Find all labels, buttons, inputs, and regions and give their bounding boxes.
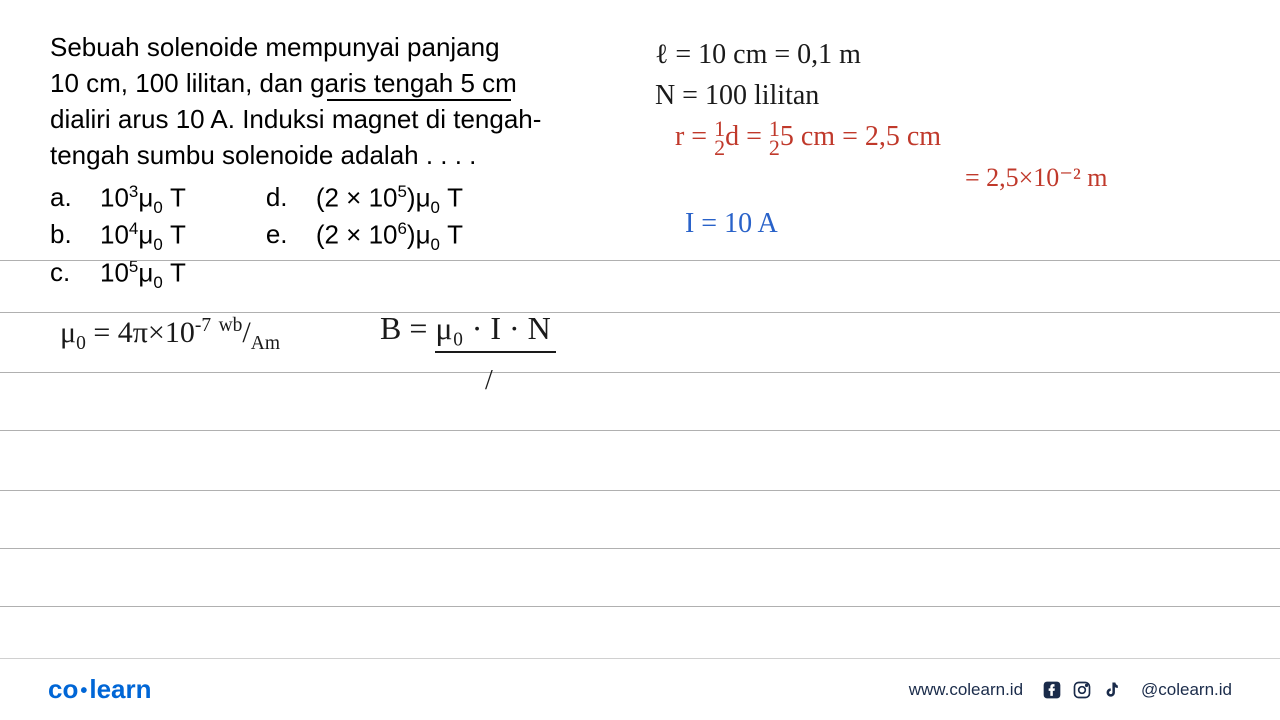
problem-text: Sebuah solenoide mempunyai panjang 10 cm…	[50, 30, 635, 174]
footer-url: www.colearn.id	[909, 680, 1023, 700]
footer-handle: @colearn.id	[1141, 680, 1232, 700]
option-e: e. (2 × 106)μ0 T	[266, 219, 463, 255]
problem-line-4: tengah sumbu solenoide adalah . . . .	[50, 140, 476, 170]
option-d-label: d.	[266, 182, 296, 218]
option-a-label: a.	[50, 182, 80, 218]
facebook-icon	[1041, 679, 1063, 701]
social-icons	[1041, 679, 1123, 701]
problem-column: Sebuah solenoide mempunyai panjang 10 cm…	[50, 30, 635, 293]
hw-given-I: I = 10 A	[655, 204, 1230, 243]
hw-formula-slash: /	[485, 365, 493, 397]
option-b: b. 104μ0 T	[50, 219, 186, 255]
option-a-value: 103μ0 T	[100, 182, 186, 218]
option-b-value: 104μ0 T	[100, 219, 186, 255]
option-c-value: 105μ0 T	[100, 257, 186, 293]
options-left: a. 103μ0 T b. 104μ0 T c. 105μ0 T	[50, 182, 186, 294]
tiktok-icon	[1101, 679, 1123, 701]
hw-given-r: r = 12d = 125 cm = 2,5 cm	[655, 117, 1230, 157]
brand-logo: co•learn	[48, 674, 152, 705]
hw-given-r2: = 2,5×10⁻² m	[655, 160, 1230, 196]
content-area: Sebuah solenoide mempunyai panjang 10 cm…	[0, 0, 1280, 293]
option-d: d. (2 × 105)μ0 T	[266, 182, 463, 218]
option-a: a. 103μ0 T	[50, 182, 186, 218]
hw-mu0: μ0 = 4π×10-7 wb/Am	[60, 315, 280, 355]
options: a. 103μ0 T b. 104μ0 T c. 105μ0 T d. (2 ×…	[50, 182, 635, 294]
problem-line-2: 10 cm, 100 lilitan, dan garis tengah 5 c…	[50, 68, 517, 98]
problem-line-3a: dialiri arus 10 A. Induksi	[50, 104, 332, 134]
option-c: c. 105μ0 T	[50, 257, 186, 293]
option-c-label: c.	[50, 257, 80, 293]
option-b-label: b.	[50, 219, 80, 255]
footer-right: www.colearn.id @colearn.id	[909, 679, 1232, 701]
footer: co•learn www.colearn.id @colearn.id	[0, 658, 1280, 720]
options-right: d. (2 × 105)μ0 T e. (2 × 106)μ0 T	[266, 182, 463, 294]
hw-formula-B: B = μ₀ · I · N	[380, 310, 551, 347]
instagram-icon	[1071, 679, 1093, 701]
option-d-value: (2 × 105)μ0 T	[316, 182, 463, 218]
overline-text: magnet di	[332, 102, 446, 138]
handwriting-column: ℓ = 10 cm = 0,1 m N = 100 lilitan r = 12…	[655, 30, 1230, 293]
hw-given-l: ℓ = 10 cm = 0,1 m	[655, 35, 1230, 74]
hw-given-N: N = 100 lilitan	[655, 76, 1230, 115]
option-e-label: e.	[266, 219, 296, 255]
problem-line-1: Sebuah solenoide mempunyai panjang	[50, 32, 500, 62]
option-e-value: (2 × 106)μ0 T	[316, 219, 463, 255]
problem-line-3c: tengah-	[446, 104, 541, 134]
